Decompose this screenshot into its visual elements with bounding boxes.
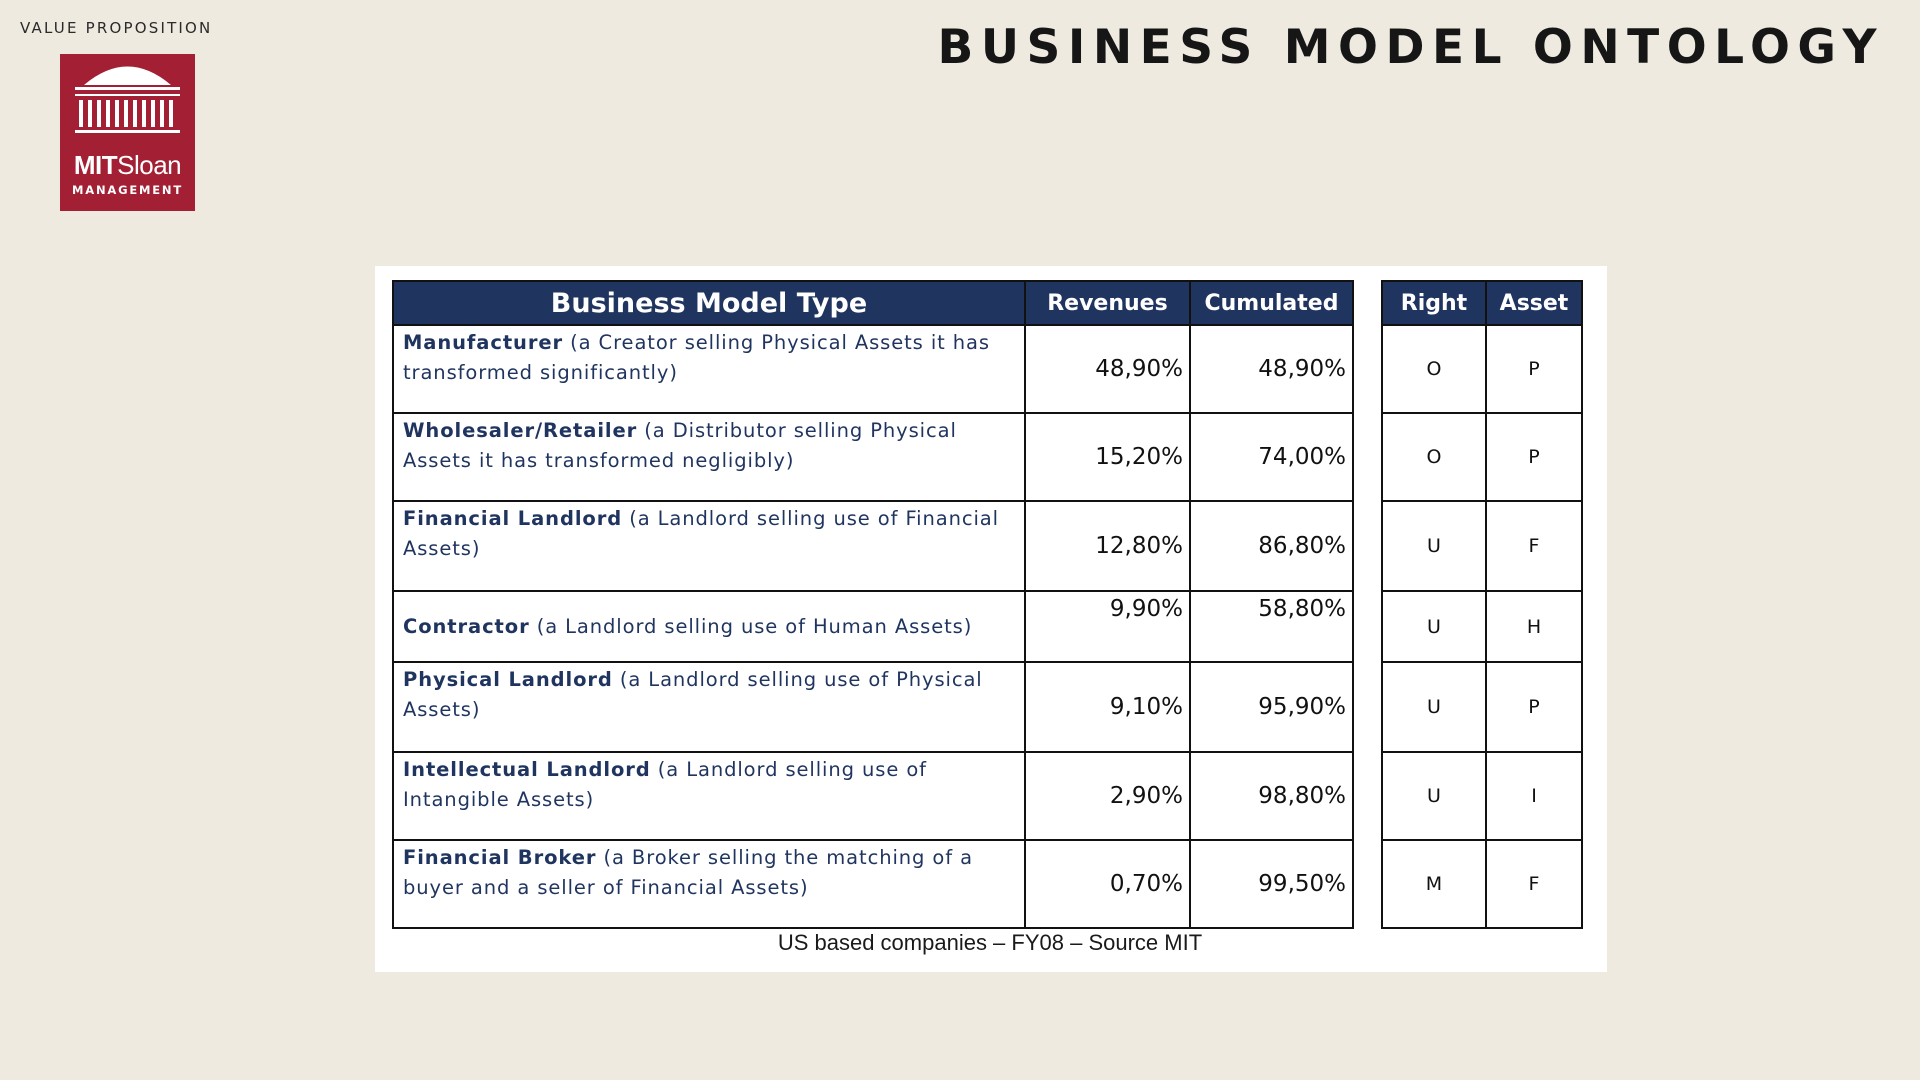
page-title: BUSINESS MODEL ONTOLOGY xyxy=(937,20,1884,75)
table-row: U H xyxy=(1381,590,1583,663)
row-description: Intellectual Landlord (a Landlord sellin… xyxy=(392,751,1026,841)
table-row: Physical Landlord (a Landlord selling us… xyxy=(392,661,1355,753)
table-row: O P xyxy=(1381,412,1583,502)
logo-subtitle: MANAGEMENT xyxy=(72,183,183,197)
revenues-cell: 9,90% xyxy=(1023,590,1191,663)
table-row: O P xyxy=(1381,324,1583,414)
table-row: U F xyxy=(1381,500,1583,592)
model-detail: (a Broker selling the matching of a buye… xyxy=(403,846,973,899)
header-cumulated: Cumulated xyxy=(1188,280,1355,326)
asset-cell: P xyxy=(1485,324,1583,414)
model-detail: (a Landlord selling use of Financial Ass… xyxy=(403,507,999,560)
asset-cell: H xyxy=(1485,590,1583,663)
dome-icon xyxy=(75,66,180,133)
header-right: Right xyxy=(1381,280,1487,326)
mit-sloan-logo: MITSloan MANAGEMENT xyxy=(60,54,195,211)
table-row: Financial Broker (a Broker selling the m… xyxy=(392,839,1355,929)
right-cell: U xyxy=(1381,590,1487,663)
right-asset-table: Right Asset O P O P U F U H U P xyxy=(1381,280,1583,929)
table-row: Wholesaler/Retailer (a Distributor selli… xyxy=(392,412,1355,502)
row-description: Financial Landlord (a Landlord selling u… xyxy=(392,500,1026,592)
right-cell: U xyxy=(1381,500,1487,592)
cumulated-cell: 86,80% xyxy=(1188,500,1355,592)
table-row: Intellectual Landlord (a Landlord sellin… xyxy=(392,751,1355,841)
asset-cell: I xyxy=(1485,751,1583,841)
table-row: U I xyxy=(1381,751,1583,841)
revenues-cell: 0,70% xyxy=(1023,839,1191,929)
section-label: VALUE PROPOSITION xyxy=(20,19,213,37)
table-card: Business Model Type Revenues Cumulated M… xyxy=(375,266,1607,972)
header-business-model-type: Business Model Type xyxy=(392,280,1026,326)
model-name: Contractor xyxy=(403,614,530,638)
asset-cell: P xyxy=(1485,412,1583,502)
business-model-table: Business Model Type Revenues Cumulated M… xyxy=(392,280,1355,929)
cumulated-cell: 98,80% xyxy=(1188,751,1355,841)
logo-wordmark: MITSloan xyxy=(60,152,195,178)
asset-cell: P xyxy=(1485,661,1583,753)
model-name: Physical Landlord xyxy=(403,668,613,691)
model-name: Financial Landlord xyxy=(403,507,623,530)
header-revenues: Revenues xyxy=(1023,280,1191,326)
right-cell: U xyxy=(1381,751,1487,841)
model-detail: (a Creator selling Physical Assets it ha… xyxy=(403,331,990,384)
table-row: U P xyxy=(1381,661,1583,753)
model-detail: (a Landlord selling use of Physical Asse… xyxy=(403,668,983,721)
cumulated-cell: 99,50% xyxy=(1188,839,1355,929)
row-description: Manufacturer (a Creator selling Physical… xyxy=(392,324,1026,414)
revenues-cell: 9,10% xyxy=(1023,661,1191,753)
model-name: Manufacturer xyxy=(403,331,563,354)
cumulated-cell: 58,80% xyxy=(1188,590,1355,663)
cumulated-cell: 48,90% xyxy=(1188,324,1355,414)
logo-wordmark-bold: MIT xyxy=(73,150,118,180)
row-description: Contractor (a Landlord selling use of Hu… xyxy=(392,590,1026,663)
right-cell: U xyxy=(1381,661,1487,753)
model-name: Intellectual Landlord xyxy=(403,758,651,781)
table-row: Manufacturer (a Creator selling Physical… xyxy=(392,324,1355,414)
row-description: Wholesaler/Retailer (a Distributor selli… xyxy=(392,412,1026,502)
header-asset: Asset xyxy=(1485,280,1583,326)
model-detail: (a Distributor selling Physical Assets i… xyxy=(403,419,957,472)
model-detail: (a Landlord selling use of Human Assets) xyxy=(529,614,973,638)
model-name: Wholesaler/Retailer xyxy=(403,419,638,442)
right-cell: O xyxy=(1381,324,1487,414)
table-row: M F xyxy=(1381,839,1583,929)
table-row: Financial Landlord (a Landlord selling u… xyxy=(392,500,1355,592)
revenues-cell: 15,20% xyxy=(1023,412,1191,502)
cumulated-cell: 74,00% xyxy=(1188,412,1355,502)
right-cell: O xyxy=(1381,412,1487,502)
table-row: Contractor (a Landlord selling use of Hu… xyxy=(392,590,1355,663)
revenues-cell: 12,80% xyxy=(1023,500,1191,592)
row-description: Physical Landlord (a Landlord selling us… xyxy=(392,661,1026,753)
revenues-cell: 2,90% xyxy=(1023,751,1191,841)
asset-cell: F xyxy=(1485,500,1583,592)
row-description: Financial Broker (a Broker selling the m… xyxy=(392,839,1026,929)
right-cell: M xyxy=(1381,839,1487,929)
logo-wordmark-regular: Sloan xyxy=(117,150,182,180)
revenues-cell: 48,90% xyxy=(1023,324,1191,414)
model-detail: (a Landlord selling use of Intangible As… xyxy=(403,758,927,811)
table-caption: US based companies – FY08 – Source MIT xyxy=(777,930,1203,955)
cumulated-cell: 95,90% xyxy=(1188,661,1355,753)
model-name: Financial Broker xyxy=(403,846,597,869)
asset-cell: F xyxy=(1485,839,1583,929)
